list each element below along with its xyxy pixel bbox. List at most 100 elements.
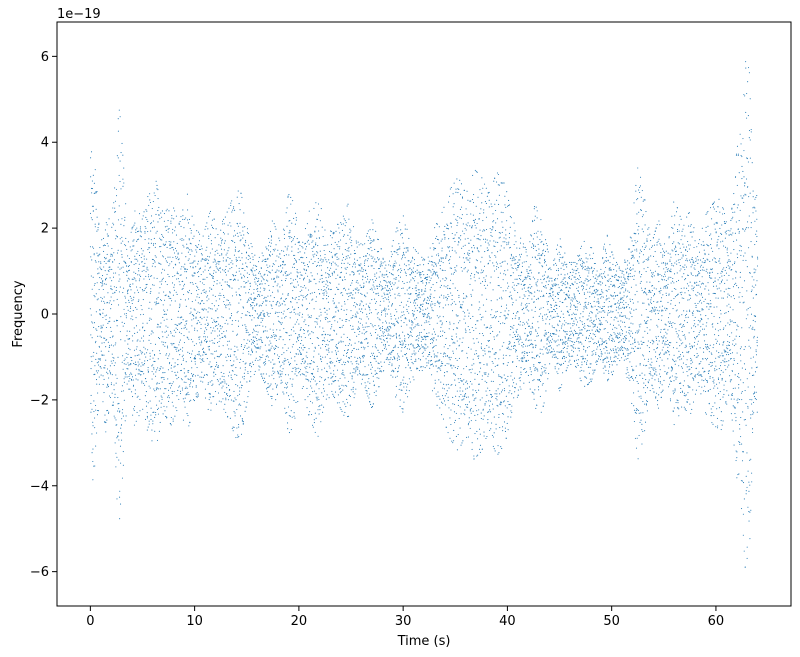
data-point (321, 369, 323, 371)
data-point (357, 357, 359, 359)
data-point (200, 361, 202, 363)
data-point (211, 275, 213, 277)
data-point (191, 353, 193, 355)
data-point (383, 292, 385, 294)
data-point (324, 253, 326, 256)
data-point (254, 346, 256, 348)
data-point (203, 291, 205, 294)
data-point (451, 294, 453, 297)
data-point (137, 361, 139, 363)
data-point (419, 334, 421, 336)
data-point (161, 376, 163, 379)
data-point (273, 334, 275, 336)
data-point (198, 276, 200, 278)
data-point (331, 390, 333, 392)
data-point (183, 246, 185, 248)
data-point (181, 316, 183, 318)
data-point (367, 230, 369, 232)
data-point (452, 403, 454, 405)
data-point (312, 372, 314, 374)
data-point (210, 402, 212, 404)
data-point (151, 365, 153, 367)
data-point (91, 192, 93, 194)
data-point (179, 303, 181, 305)
data-point (389, 292, 391, 294)
data-point (230, 279, 232, 281)
data-point (253, 288, 255, 291)
data-point (346, 250, 348, 252)
data-point (195, 266, 197, 268)
data-point (152, 357, 154, 359)
data-point (284, 407, 286, 409)
data-point (441, 361, 443, 363)
data-point (111, 289, 113, 291)
data-point (308, 243, 310, 245)
data-point (165, 388, 167, 390)
data-point (148, 319, 150, 321)
data-point (113, 286, 115, 288)
data-point (454, 422, 456, 424)
data-point (311, 275, 313, 277)
data-point (259, 271, 261, 273)
data-point (428, 312, 430, 314)
data-point (100, 296, 102, 298)
data-point (187, 378, 189, 380)
data-point (385, 313, 387, 315)
data-point (387, 333, 389, 335)
data-point (455, 357, 457, 360)
data-point (144, 418, 147, 421)
data-point (129, 388, 131, 390)
data-point (167, 334, 169, 336)
data-point (400, 343, 402, 345)
data-point (237, 349, 239, 351)
data-point (123, 167, 125, 169)
data-point (455, 333, 457, 335)
data-point (366, 338, 368, 340)
data-point (89, 246, 91, 248)
data-point (197, 311, 199, 313)
data-point (222, 317, 224, 319)
data-point (325, 398, 327, 400)
data-point (132, 245, 134, 247)
data-point (294, 308, 296, 310)
data-point (230, 204, 232, 207)
data-point (437, 274, 439, 276)
data-point (208, 235, 210, 237)
data-point (149, 358, 151, 360)
data-point (130, 231, 132, 233)
data-point (214, 295, 216, 297)
data-point (205, 353, 207, 355)
data-point (266, 311, 268, 313)
data-point (439, 330, 442, 332)
data-point (455, 303, 457, 305)
data-point (293, 311, 295, 313)
data-point (379, 300, 382, 302)
data-point (245, 262, 247, 264)
data-point (240, 239, 242, 241)
data-point (371, 219, 373, 221)
data-point (353, 297, 355, 299)
data-point (353, 274, 355, 276)
data-point (206, 258, 208, 260)
data-point (161, 341, 163, 343)
data-point (452, 193, 454, 195)
data-point (259, 312, 262, 314)
data-point (91, 205, 93, 207)
data-point (285, 382, 287, 384)
data-point (111, 254, 113, 256)
data-point (222, 279, 224, 281)
data-point (131, 300, 133, 302)
data-point (219, 261, 221, 263)
data-point (180, 268, 182, 270)
data-point (250, 305, 252, 307)
data-point (100, 325, 102, 327)
data-point (204, 259, 206, 261)
data-point (357, 326, 359, 328)
data-point (362, 305, 365, 307)
data-point (182, 244, 184, 246)
data-point (338, 283, 340, 285)
data-point (172, 381, 174, 383)
data-point (220, 353, 222, 355)
data-point (248, 255, 250, 257)
data-point (375, 279, 377, 281)
